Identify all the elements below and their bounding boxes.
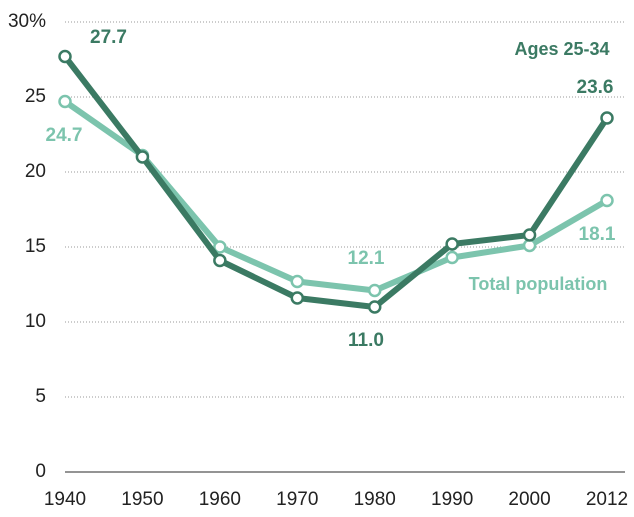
data-point [522,228,537,242]
data-point [445,250,459,265]
y-tick-label: 10 [25,311,46,332]
legend-label: Total population [469,274,608,294]
series-line [62,54,610,310]
data-point [600,111,614,125]
x-tick-label: 2000 [508,489,550,510]
x-tick-label: 1960 [199,489,241,510]
data-label: 11.0 [348,330,384,351]
data-point [600,193,614,208]
data-point [445,237,459,251]
x-tick-label: 1940 [44,489,86,510]
legend-label: Ages 25-34 [514,39,609,59]
x-tick-label: 1950 [121,489,163,510]
y-tick-label: 5 [35,386,46,407]
data-point [213,253,227,268]
y-tick-label: 25 [25,86,46,107]
data-point [213,240,227,254]
data-label: 27.7 [90,27,127,48]
data-point [58,94,72,109]
y-tick-label: 30% [8,11,46,32]
data-label: 18.1 [579,224,616,245]
y-tick-label: 20 [25,161,46,182]
x-tick-label: 1980 [354,489,396,510]
data-point [290,274,305,289]
x-tick-label: 1970 [276,489,318,510]
x-tick-label: 1990 [431,489,473,510]
data-label: 12.1 [348,248,385,269]
data-label: 23.6 [577,77,614,98]
y-tick-label: 0 [35,461,46,482]
data-label: 24.7 [46,125,83,146]
x-tick-label: 2012 [586,489,628,510]
series-line [63,99,609,294]
data-point [290,291,305,305]
data-point [367,300,382,314]
data-point [58,49,72,64]
data-point [135,150,150,164]
y-tick-label: 15 [25,236,46,257]
data-point [367,283,382,298]
